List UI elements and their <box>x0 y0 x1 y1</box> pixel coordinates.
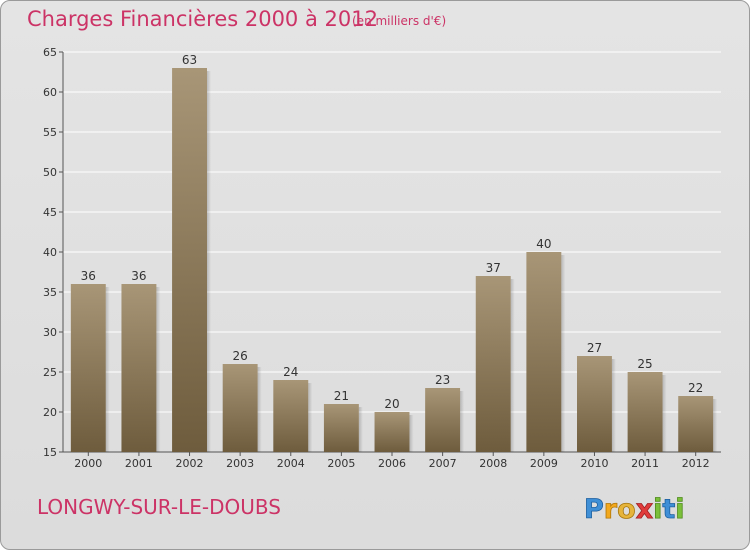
y-tick-label: 50 <box>43 166 57 179</box>
bar-2010 <box>576 356 612 452</box>
bar-2001 <box>121 284 157 452</box>
data-label-2007: 23 <box>435 373 450 387</box>
y-tick-label: 15 <box>43 446 57 459</box>
x-tick-label-2006: 2006 <box>378 457 406 470</box>
y-tick-label: 40 <box>43 246 57 259</box>
x-tick-labels: 2000 2001 2002 2003 2004 2005 2006 2007 2008 2009… <box>74 457 709 470</box>
x-tick-label-2009: 2009 <box>530 457 558 470</box>
y-tick-label: 25 <box>43 366 57 379</box>
x-tick-label-2010: 2010 <box>580 457 608 470</box>
data-label-2004: 24 <box>283 365 298 379</box>
y-tick-label: 35 <box>43 286 57 299</box>
commune-name: LONGWY-SUR-LE-DOUBS <box>37 495 281 519</box>
x-tick-label-2003: 2003 <box>226 457 254 470</box>
x-tick-label-2005: 2005 <box>327 457 355 470</box>
x-tick-label-2012: 2012 <box>682 457 710 470</box>
bar-2008 <box>475 276 511 452</box>
y-tick-label: 65 <box>43 46 57 59</box>
bar-shadow <box>460 391 465 452</box>
y-tick-label: 30 <box>43 326 57 339</box>
y-tick-label: 20 <box>43 406 57 419</box>
data-label-2010: 27 <box>587 341 602 355</box>
chart-title: Charges Financières 2000 à 2012 <box>27 7 378 31</box>
bar-shadow <box>156 287 161 452</box>
bar-2009 <box>526 252 562 452</box>
data-label-2002: 63 <box>182 53 197 67</box>
bar-shadow <box>257 367 262 452</box>
data-label-2006: 20 <box>384 397 399 411</box>
bar-2002 <box>172 68 208 452</box>
svg-text:Proxiti: Proxiti <box>584 494 685 525</box>
y-tick-label: 45 <box>43 206 57 219</box>
y-tick-label: 55 <box>43 126 57 139</box>
bar-2012 <box>678 396 714 452</box>
x-tick-label-2000: 2000 <box>74 457 102 470</box>
data-label-2003: 26 <box>233 349 248 363</box>
bar-shadow <box>561 255 566 452</box>
bar-shadow <box>358 407 363 452</box>
proxiti-logo: Proxiti <box>584 494 685 525</box>
bar-shadow <box>409 415 414 452</box>
data-label-2008: 37 <box>486 261 501 275</box>
bar-2003 <box>222 364 258 452</box>
data-label-2005: 21 <box>334 389 349 403</box>
x-tick-label-2011: 2011 <box>631 457 659 470</box>
x-tick-label-2004: 2004 <box>277 457 305 470</box>
bar-shadow <box>207 71 212 452</box>
bar-shadow <box>611 359 616 452</box>
y-tick-label: 60 <box>43 86 57 99</box>
bar-shadow <box>713 399 718 452</box>
x-tick-label-2007: 2007 <box>429 457 457 470</box>
bar-shadow <box>308 383 313 452</box>
x-tick-label-2002: 2002 <box>176 457 204 470</box>
bar-shadow <box>510 279 515 452</box>
bar-2011 <box>627 372 663 452</box>
bar-2004 <box>273 380 309 452</box>
bar-2007 <box>425 388 461 452</box>
data-label-2012: 22 <box>688 381 703 395</box>
bars: 36 36 63 26 24 21 20 23 37 40 27 25 22 <box>70 53 718 452</box>
bar-2006 <box>374 412 410 452</box>
chart-subtitle: (en milliers d'€) <box>352 14 447 28</box>
bar-2005 <box>323 404 359 452</box>
data-label-2009: 40 <box>536 237 551 251</box>
bar-shadow <box>662 375 667 452</box>
data-label-2001: 36 <box>131 269 146 283</box>
bar-shadow <box>105 287 110 452</box>
data-label-2011: 25 <box>637 357 652 371</box>
data-label-2000: 36 <box>81 269 96 283</box>
x-tick-label-2008: 2008 <box>479 457 507 470</box>
x-tick-label-2001: 2001 <box>125 457 153 470</box>
y-tick-labels: 15 20 25 30 35 40 45 50 55 60 65 <box>43 46 57 459</box>
grid-lines <box>63 51 721 413</box>
bar-2000 <box>70 284 106 452</box>
